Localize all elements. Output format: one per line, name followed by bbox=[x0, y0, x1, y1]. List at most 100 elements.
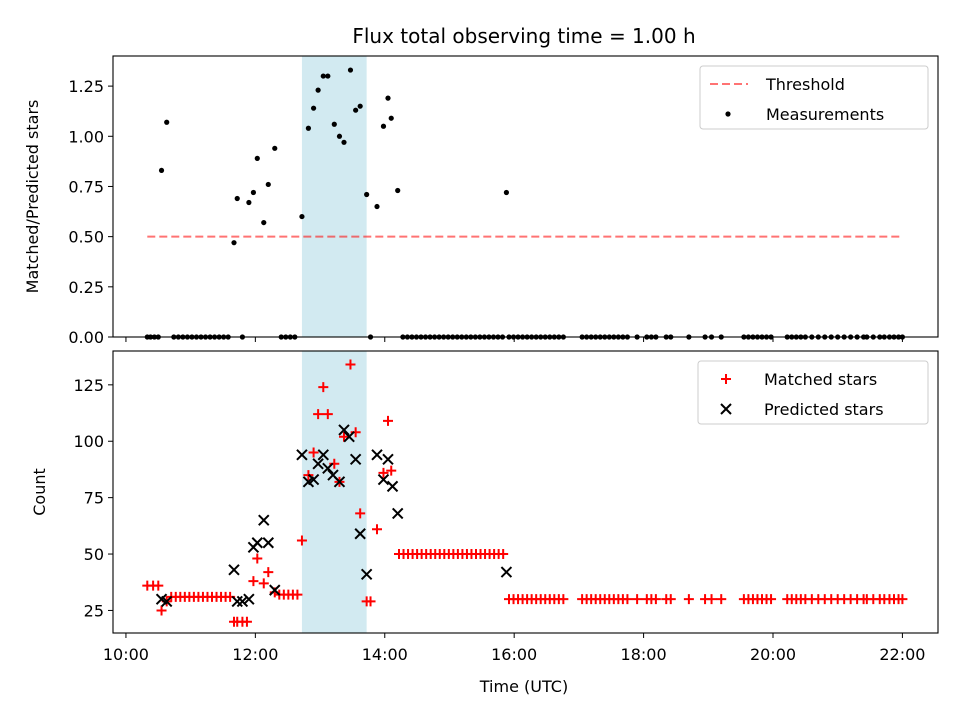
matched-star-marker bbox=[252, 553, 263, 564]
matched-star-marker bbox=[156, 605, 167, 616]
x-tick-label: 14:00 bbox=[362, 645, 408, 664]
predicted-star-marker bbox=[160, 595, 173, 608]
matched-star-marker bbox=[632, 594, 643, 605]
measurement-point bbox=[331, 121, 337, 127]
matched-star-marker bbox=[558, 594, 569, 605]
legend: Matched stars Predicted stars bbox=[697, 360, 929, 425]
predicted-star-marker bbox=[322, 462, 334, 475]
predicted-star-marker bbox=[371, 449, 383, 461]
legend-label: Threshold bbox=[765, 75, 845, 94]
count-panel: 25 50 75 100 125 Count 10:00 12:00 14:00 16:00 18:… bbox=[30, 350, 939, 664]
matched-star-marker bbox=[372, 524, 382, 535]
legend-box bbox=[697, 360, 929, 425]
predicted-star-marker bbox=[354, 528, 366, 540]
legend-label: Measurements bbox=[766, 105, 884, 124]
matched-star-marker bbox=[716, 594, 727, 605]
legend-box bbox=[699, 65, 929, 130]
matched-star-marker bbox=[365, 596, 376, 607]
legend-marker-swatch bbox=[725, 111, 731, 117]
matched-star-marker bbox=[308, 447, 319, 458]
matched-star-marker bbox=[345, 359, 356, 370]
measurement-point bbox=[305, 125, 312, 131]
legend-marker-swatch bbox=[720, 403, 732, 415]
matched-star-marker bbox=[386, 465, 397, 476]
matched-star-marker bbox=[498, 549, 509, 560]
predicted-star-marker bbox=[500, 566, 513, 578]
measurement-point bbox=[357, 103, 363, 109]
y-tick-label: 1.00 bbox=[68, 127, 104, 146]
chart-title: Flux total observing time = 1.00 h bbox=[352, 24, 695, 48]
y-tick-label: 100 bbox=[73, 432, 104, 451]
measurement-point bbox=[315, 87, 321, 93]
matched-star-marker bbox=[766, 594, 777, 605]
matched-star-marker bbox=[292, 589, 303, 600]
matched-star-marker bbox=[355, 508, 366, 519]
predicted-star-marker bbox=[269, 584, 281, 596]
ratio-panel: 0.00 0.25 0.50 0.75 1.00 1.25 Matched/Predicte… bbox=[23, 55, 939, 347]
x-tick-label: 22:00 bbox=[879, 645, 925, 664]
predicted-star-marker bbox=[391, 507, 404, 520]
measurement-point bbox=[380, 123, 387, 129]
measurement-point bbox=[158, 167, 165, 174]
measurement-point bbox=[347, 67, 354, 73]
matched-star-marker bbox=[383, 415, 393, 426]
matched-star-marker bbox=[296, 535, 307, 546]
measurement-point bbox=[246, 199, 252, 206]
measurement-point bbox=[503, 189, 510, 196]
legend: Threshold Measurements bbox=[699, 65, 929, 130]
predicted-star-marker bbox=[386, 480, 399, 493]
predicted-star-marker bbox=[228, 564, 240, 576]
y-tick-label: 0.25 bbox=[68, 278, 104, 297]
measurement-point bbox=[364, 191, 370, 198]
predicted-star-marker bbox=[343, 431, 355, 443]
y-tick-label: 0.50 bbox=[68, 228, 104, 247]
x-tick-label: 18:00 bbox=[621, 645, 667, 664]
observing-time-band bbox=[301, 351, 367, 633]
measurement-point bbox=[385, 95, 391, 101]
x-axis-label: Time (UTC) bbox=[479, 677, 568, 696]
measurement-point bbox=[320, 73, 326, 79]
matched-star-marker bbox=[665, 594, 676, 605]
matched-star-marker bbox=[706, 594, 717, 605]
matched-star-marker bbox=[241, 616, 252, 627]
matched-star-marker bbox=[378, 467, 389, 478]
predicted-star-marker bbox=[262, 537, 275, 549]
measurement-point bbox=[254, 155, 260, 161]
y-tick-label: 75 bbox=[84, 489, 104, 508]
predicted-star-marker bbox=[236, 595, 249, 608]
measurement-point bbox=[374, 203, 380, 210]
matched-star-marker bbox=[318, 382, 329, 393]
measurement-point bbox=[261, 219, 267, 226]
predicted-star-marker bbox=[258, 514, 270, 526]
measurement-point bbox=[299, 213, 305, 220]
y-tick-label: 0.75 bbox=[68, 177, 104, 196]
measurement-point bbox=[388, 115, 394, 121]
y-tick-label: 50 bbox=[84, 545, 104, 564]
legend-label: Predicted stars bbox=[764, 400, 884, 419]
x-tick-label: 20:00 bbox=[750, 645, 796, 664]
measurement-point bbox=[336, 133, 343, 139]
measurement-point bbox=[164, 119, 170, 125]
measurement-point bbox=[265, 181, 271, 188]
legend-label: Matched stars bbox=[764, 370, 877, 389]
measurement-point bbox=[341, 139, 347, 145]
predicted-star-marker bbox=[333, 476, 346, 488]
measurement-point bbox=[353, 107, 359, 113]
predicted-star-marker bbox=[317, 449, 330, 461]
matched-star-marker bbox=[622, 594, 633, 605]
y-tick-label: 0.00 bbox=[68, 328, 104, 347]
predicted-star-marker bbox=[382, 453, 394, 465]
predicted-star-marker bbox=[296, 449, 308, 461]
legend-marker-swatch bbox=[721, 374, 731, 384]
measurement-point bbox=[325, 73, 331, 79]
measurement-point bbox=[310, 105, 317, 111]
x-tick-label: 10:00 bbox=[103, 645, 149, 664]
y-axis-label: Matched/Predicted stars bbox=[23, 100, 42, 294]
predicted-star-marker bbox=[349, 453, 362, 465]
matched-star-marker bbox=[153, 580, 164, 591]
measurement-point bbox=[234, 195, 240, 202]
measurement-point bbox=[250, 189, 257, 196]
x-tick-label: 16:00 bbox=[491, 645, 537, 664]
predicted-star-marker bbox=[243, 593, 255, 605]
predicted-star-marker bbox=[307, 473, 320, 486]
